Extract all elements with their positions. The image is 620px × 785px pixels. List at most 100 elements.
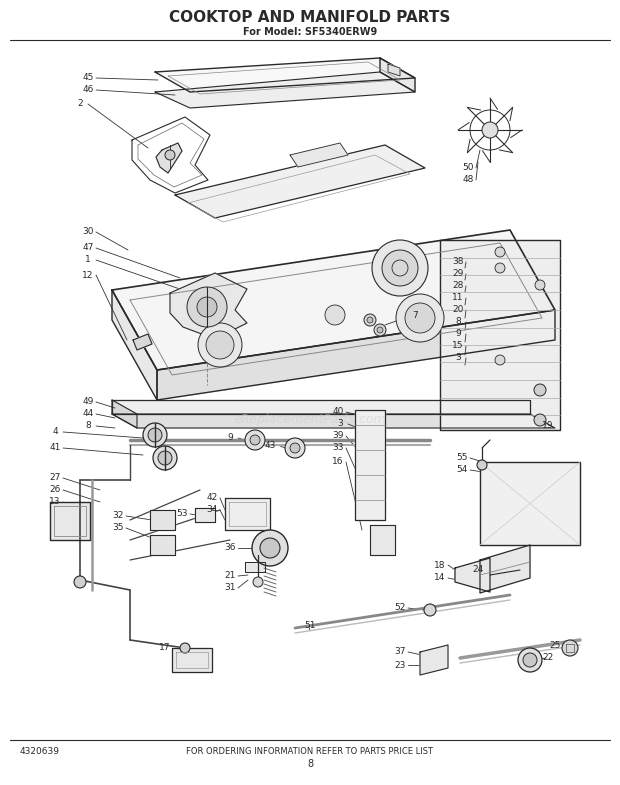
Text: 21: 21 xyxy=(224,571,236,580)
Text: 29: 29 xyxy=(453,269,464,279)
Polygon shape xyxy=(170,273,247,339)
Text: FOR ORDERING INFORMATION REFER TO PARTS PRICE LIST: FOR ORDERING INFORMATION REFER TO PARTS … xyxy=(187,747,433,757)
Text: 18: 18 xyxy=(434,560,446,569)
Text: 24: 24 xyxy=(472,565,484,575)
Circle shape xyxy=(143,423,167,447)
Circle shape xyxy=(495,247,505,257)
Polygon shape xyxy=(112,230,555,370)
Polygon shape xyxy=(172,648,212,672)
Text: 16: 16 xyxy=(332,458,343,466)
Circle shape xyxy=(198,323,242,367)
Circle shape xyxy=(148,428,162,442)
Text: 26: 26 xyxy=(50,485,61,495)
Text: 46: 46 xyxy=(82,86,94,94)
Text: 13: 13 xyxy=(49,498,61,506)
Text: 9: 9 xyxy=(227,433,233,443)
Circle shape xyxy=(197,297,217,317)
Text: 51: 51 xyxy=(304,620,316,630)
Text: eReplacementParts.com: eReplacementParts.com xyxy=(234,414,386,426)
Polygon shape xyxy=(157,310,555,400)
Text: 45: 45 xyxy=(82,74,94,82)
Text: 43: 43 xyxy=(264,440,276,450)
Text: 1: 1 xyxy=(85,255,91,265)
Circle shape xyxy=(534,384,546,396)
Polygon shape xyxy=(380,58,415,92)
Polygon shape xyxy=(112,400,530,414)
Text: 23: 23 xyxy=(394,660,405,670)
Text: 44: 44 xyxy=(82,410,94,418)
Text: 54: 54 xyxy=(456,466,467,474)
Circle shape xyxy=(405,303,435,333)
Text: 28: 28 xyxy=(453,282,464,290)
Circle shape xyxy=(396,294,444,342)
Text: 49: 49 xyxy=(82,397,94,407)
Polygon shape xyxy=(112,290,157,400)
Circle shape xyxy=(74,576,86,588)
Polygon shape xyxy=(156,143,182,173)
Polygon shape xyxy=(440,240,560,430)
Text: 7: 7 xyxy=(412,311,418,319)
Text: 3: 3 xyxy=(455,353,461,363)
Text: 53: 53 xyxy=(176,509,188,519)
Text: 50: 50 xyxy=(463,163,474,173)
Circle shape xyxy=(245,430,265,450)
Text: 3: 3 xyxy=(337,419,343,429)
Polygon shape xyxy=(355,410,385,520)
Polygon shape xyxy=(195,508,215,522)
Text: 34: 34 xyxy=(206,506,218,514)
Circle shape xyxy=(260,538,280,558)
Polygon shape xyxy=(480,545,530,593)
Text: 35: 35 xyxy=(112,524,124,532)
Text: 47: 47 xyxy=(82,243,94,253)
Circle shape xyxy=(367,317,373,323)
Circle shape xyxy=(285,438,305,458)
Text: 32: 32 xyxy=(112,512,123,520)
Circle shape xyxy=(374,324,386,336)
Text: 15: 15 xyxy=(452,341,464,350)
Polygon shape xyxy=(150,510,175,530)
Circle shape xyxy=(252,530,288,566)
Text: 39: 39 xyxy=(332,432,343,440)
Text: 17: 17 xyxy=(159,644,170,652)
Polygon shape xyxy=(290,143,348,167)
Text: 20: 20 xyxy=(453,305,464,315)
Text: 8: 8 xyxy=(307,759,313,769)
Text: 48: 48 xyxy=(463,176,474,184)
Polygon shape xyxy=(245,562,265,572)
Polygon shape xyxy=(480,462,580,545)
Circle shape xyxy=(250,435,260,445)
Text: 41: 41 xyxy=(50,444,61,452)
Text: 9: 9 xyxy=(455,330,461,338)
Circle shape xyxy=(364,314,376,326)
Text: 37: 37 xyxy=(394,648,405,656)
Circle shape xyxy=(523,653,537,667)
Text: 27: 27 xyxy=(50,473,61,483)
Text: 55: 55 xyxy=(456,454,467,462)
Circle shape xyxy=(562,640,578,656)
Text: 30: 30 xyxy=(82,228,94,236)
Circle shape xyxy=(206,331,234,359)
Text: 40: 40 xyxy=(332,407,343,417)
Text: 52: 52 xyxy=(394,604,405,612)
Polygon shape xyxy=(420,645,448,675)
Polygon shape xyxy=(133,334,152,350)
Circle shape xyxy=(534,414,546,426)
Circle shape xyxy=(535,280,545,290)
Circle shape xyxy=(377,327,383,333)
Polygon shape xyxy=(388,64,400,76)
Circle shape xyxy=(372,240,428,296)
Circle shape xyxy=(495,355,505,365)
Circle shape xyxy=(158,451,172,465)
Polygon shape xyxy=(175,145,425,218)
Text: 36: 36 xyxy=(224,543,236,553)
Circle shape xyxy=(477,460,487,470)
Circle shape xyxy=(495,263,505,273)
Text: 11: 11 xyxy=(452,294,464,302)
Circle shape xyxy=(180,643,190,653)
Circle shape xyxy=(187,287,227,327)
Text: 4320639: 4320639 xyxy=(20,747,60,757)
Polygon shape xyxy=(155,58,415,92)
Text: 12: 12 xyxy=(82,271,94,279)
Polygon shape xyxy=(155,72,415,108)
Circle shape xyxy=(518,648,542,672)
